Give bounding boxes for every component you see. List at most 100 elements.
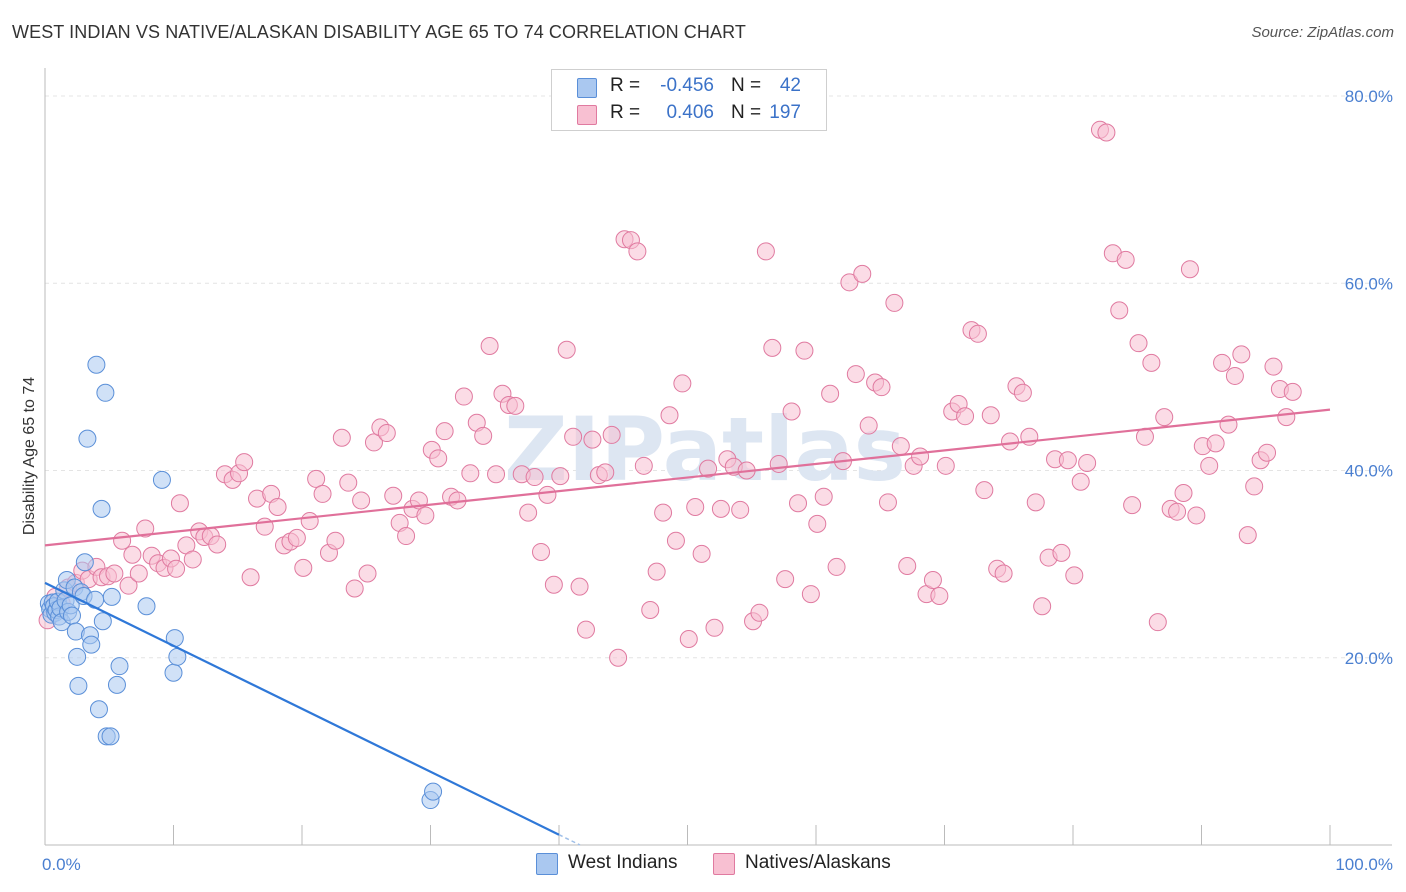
data-point [68, 647, 87, 666]
legend-row-west-indians: R = -0.456 N = 42 [552, 73, 826, 100]
data-point [1142, 353, 1161, 372]
source-label: Source: ZipAtlas.com [1251, 24, 1394, 41]
trend-lines [44, 408, 1331, 846]
data-point [480, 336, 499, 355]
data-point [377, 424, 396, 443]
data-point [634, 456, 653, 475]
data-point [136, 519, 155, 538]
data-point [208, 535, 227, 554]
data-point [326, 531, 345, 550]
r-label: R = [610, 75, 641, 96]
data-point [1187, 506, 1206, 525]
data-point [119, 576, 138, 595]
data-point [183, 550, 202, 569]
n-value: 42 [779, 75, 801, 96]
data-point [538, 485, 557, 504]
data-point [93, 612, 112, 631]
data-point [435, 422, 454, 441]
data-point [364, 433, 383, 452]
data-point [1277, 408, 1296, 427]
data-point [287, 528, 306, 547]
data-point [596, 463, 615, 482]
data-point [1264, 357, 1283, 376]
correlation-legend: R = -0.456 N = 42 R = 0.406 N = 197 [551, 69, 827, 131]
r-value: -0.456 [660, 75, 714, 96]
data-point [1071, 472, 1090, 491]
y-tick-labels: 20.0% 40.0% 60.0% 80.0% [1345, 87, 1393, 668]
x-tick-label: 100.0% [1335, 855, 1393, 874]
data-point [763, 338, 782, 357]
legend-swatch-natives [713, 853, 735, 875]
data-point [113, 531, 132, 550]
data-point [923, 571, 942, 590]
data-point [345, 579, 364, 598]
data-point [1206, 434, 1225, 453]
data-point [859, 416, 878, 435]
y-tick-label: 40.0% [1345, 462, 1393, 481]
data-point [1174, 483, 1193, 502]
data-point [846, 365, 865, 384]
data-point [609, 648, 628, 667]
data-point [1200, 456, 1219, 475]
data-point [956, 407, 975, 426]
data-point [769, 454, 788, 473]
data-point [152, 470, 171, 489]
x-tick-label: 0.0% [42, 855, 81, 874]
data-point [654, 503, 673, 522]
data-point [641, 601, 660, 620]
data-point [808, 514, 827, 533]
data-point [699, 459, 718, 478]
data-point [1129, 334, 1148, 353]
data-point [235, 453, 254, 472]
data-point [1033, 597, 1052, 616]
data-point [878, 493, 897, 512]
data-point [975, 481, 994, 500]
data-point [102, 587, 121, 606]
data-point [1213, 353, 1232, 372]
data-point [82, 635, 101, 654]
data-point [129, 564, 148, 583]
data-point [814, 487, 833, 506]
n-label: N = [731, 102, 762, 123]
watermark: ZIPatlas [504, 398, 906, 501]
data-point [1110, 301, 1129, 320]
data-point [1238, 526, 1257, 545]
data-point [782, 402, 801, 421]
legend-swatch-west-indians [536, 853, 558, 875]
data-point [628, 242, 647, 261]
data-point [92, 499, 111, 518]
data-point [1225, 366, 1244, 385]
data-point [87, 355, 106, 374]
data-point [570, 577, 589, 596]
data-point [352, 491, 371, 510]
data-point [801, 585, 820, 604]
y-tick-label: 60.0% [1345, 274, 1393, 293]
data-point [872, 378, 891, 397]
data-point [1283, 382, 1302, 401]
data-point [1180, 260, 1199, 279]
data-point [789, 494, 808, 513]
data-point [1052, 543, 1071, 562]
data-points [38, 120, 1302, 810]
data-point [821, 384, 840, 403]
y-axis-label: Disability Age 65 to 74 [21, 377, 38, 535]
data-point [968, 324, 987, 343]
data-point [123, 545, 142, 564]
chart-title: WEST INDIAN VS NATIVE/ALASKAN DISABILITY… [12, 22, 746, 42]
data-point [1065, 566, 1084, 585]
data-point [461, 464, 480, 483]
data-point [583, 430, 602, 449]
data-point [647, 562, 666, 581]
data-point [397, 527, 416, 546]
data-point [686, 498, 705, 517]
legend-label: West Indians [568, 852, 678, 873]
data-point [673, 374, 692, 393]
data-point [602, 425, 621, 444]
data-point [474, 426, 493, 445]
data-point [241, 568, 260, 587]
data-point [358, 564, 377, 583]
y-tick-label: 20.0% [1345, 649, 1393, 668]
data-point [564, 427, 583, 446]
data-point [75, 553, 94, 572]
